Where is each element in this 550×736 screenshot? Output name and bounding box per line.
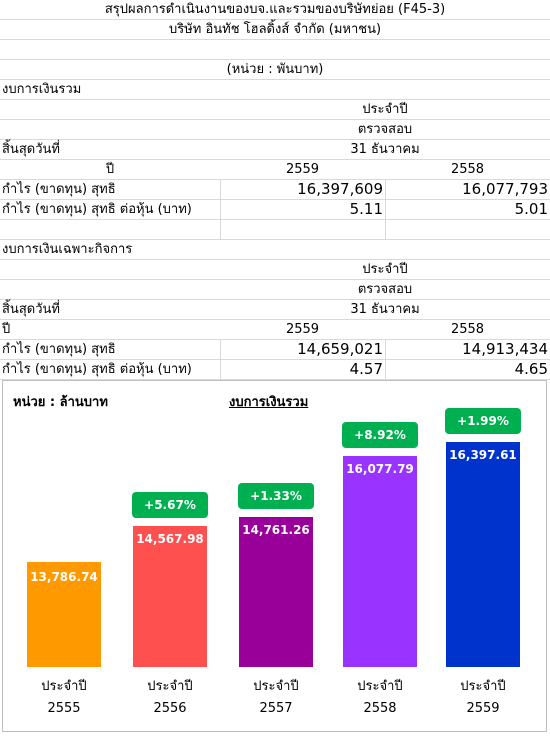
consolidated-net-profit-2559: 16,397,609 <box>220 180 383 199</box>
separate-year-label: ปี <box>2 322 11 337</box>
empty-cell <box>220 220 385 239</box>
separate-period-end-row: สิ้นสุดวันที่ 31 ธันวาคม <box>0 300 550 320</box>
consolidated-audit-row: ตรวจสอบ <box>0 120 550 140</box>
chart-bar: 13,786.74 <box>27 561 101 667</box>
bar-value-label: 16,397.61 <box>449 447 517 462</box>
consolidated-period-end-row: สิ้นสุดวันที่ 31 ธันวาคม <box>0 140 550 160</box>
consolidated-period-end-label: สิ้นสุดวันที่ <box>2 142 60 157</box>
consolidated-section-label: งบการเงินรวม <box>2 82 82 97</box>
growth-badge: +8.92% <box>342 422 418 449</box>
growth-badge: +1.99% <box>445 407 521 434</box>
chart-bar: 14,567.98 <box>133 525 207 667</box>
separate-audit-status: ตรวจสอบ <box>357 282 413 297</box>
empty-cell <box>385 220 550 239</box>
separate-section-row: งบการเงินเฉพาะกิจการ <box>0 240 550 260</box>
separate-year-row: ปี 2559 2558 <box>0 320 550 340</box>
x-axis-year-label: 2556 <box>153 701 187 716</box>
separate-eps-2559: 4.57 <box>220 360 383 379</box>
company-name: บริษัท อินทัช โฮลดิ้งส์ จำกัด (มหาชน) <box>168 22 382 37</box>
chart-bar: 16,077.79 <box>343 456 417 667</box>
separate-net-profit-2558: 14,913,434 <box>385 340 548 359</box>
consolidated-section-row: งบการเงินรวม <box>0 80 550 100</box>
separate-net-profit-label: กำไร (ขาดทุน) สุทธิ <box>2 342 116 357</box>
consolidated-year-2559: 2559 <box>285 162 320 177</box>
x-axis-label: ประจำปี <box>147 679 193 694</box>
x-axis-label: ประจำปี <box>357 679 403 694</box>
consolidated-period-end-value: 31 ธันวาคม <box>350 142 420 157</box>
x-axis-year-label: 2559 <box>466 701 500 716</box>
profit-bar-chart: หน่วย : ล้านบาท งบการเงินรวม 13,786.74 ปร… <box>2 380 547 732</box>
separate-period-type: ประจำปี <box>362 262 408 277</box>
consolidated-period-type-row: ประจำปี <box>0 100 550 120</box>
separate-year-2559: 2559 <box>285 322 320 337</box>
consolidated-eps-row: กำไร (ขาดทุน) สุทธิ ต่อหุ้น (บาท) 5.11 5… <box>0 200 550 220</box>
bar-value-label: 14,567.98 <box>136 531 204 546</box>
bar-value-label: 13,786.74 <box>30 569 98 584</box>
blank-row <box>0 220 550 240</box>
bar-value-label: 14,761.26 <box>242 522 310 537</box>
separate-eps-row: กำไร (ขาดทุน) สุทธิ ต่อหุ้น (บาท) 4.57 4… <box>0 360 550 380</box>
separate-period-end-value: 31 ธันวาคม <box>350 302 420 317</box>
consolidated-eps-2558: 5.01 <box>385 200 548 219</box>
bar-value-label: 16,077.79 <box>346 462 414 477</box>
consolidated-period-type: ประจำปี <box>362 102 408 117</box>
separate-net-profit-row: กำไร (ขาดทุน) สุทธิ 14,659,021 14,913,43… <box>0 340 550 360</box>
report-title-row: สรุปผลการดำเนินงานของบจ.และรวมของบริษัทย… <box>0 0 550 20</box>
report-title: สรุปผลการดำเนินงานของบจ.และรวมของบริษัทย… <box>104 2 446 17</box>
separate-period-type-row: ประจำปี <box>0 260 550 280</box>
separate-net-profit-2559: 14,659,021 <box>220 340 383 359</box>
x-axis-year-label: 2557 <box>259 701 293 716</box>
consolidated-net-profit-2558: 16,077,793 <box>385 180 548 199</box>
chart-title: งบการเงินรวม <box>229 395 309 410</box>
consolidated-eps-2559: 5.11 <box>220 200 383 219</box>
chart-bar: 14,761.26 <box>239 516 313 667</box>
consolidated-audit-status: ตรวจสอบ <box>357 122 413 137</box>
separate-audit-row: ตรวจสอบ <box>0 280 550 300</box>
separate-period-end-label: สิ้นสุดวันที่ <box>2 302 60 317</box>
x-axis-label: ประจำปี <box>253 679 299 694</box>
chart-unit-label: หน่วย : ล้านบาท <box>13 395 108 410</box>
separate-eps-2558: 4.65 <box>385 360 548 379</box>
blank-row <box>0 40 550 60</box>
separate-eps-label: กำไร (ขาดทุน) สุทธิ ต่อหุ้น (บาท) <box>2 362 192 377</box>
unit-row: (หน่วย : พันบาท) <box>0 60 550 80</box>
x-axis-label: ประจำปี <box>41 679 87 694</box>
company-name-row: บริษัท อินทัช โฮลดิ้งส์ จำกัด (มหาชน) <box>0 20 550 40</box>
chart-bar: 16,397.61 <box>446 441 520 667</box>
x-axis-year-label: 2558 <box>363 701 397 716</box>
x-axis-year-label: 2555 <box>47 701 81 716</box>
growth-badge: +1.33% <box>238 482 314 509</box>
consolidated-net-profit-label: กำไร (ขาดทุน) สุทธิ <box>2 182 116 197</box>
growth-badge: +5.67% <box>132 491 208 518</box>
consolidated-year-2558: 2558 <box>450 162 485 177</box>
consolidated-net-profit-row: กำไร (ขาดทุน) สุทธิ 16,397,609 16,077,79… <box>0 180 550 200</box>
consolidated-eps-label: กำไร (ขาดทุน) สุทธิ ต่อหุ้น (บาท) <box>2 202 192 217</box>
unit-label: (หน่วย : พันบาท) <box>226 62 324 77</box>
x-axis-label: ประจำปี <box>460 679 506 694</box>
consolidated-year-label: ปี <box>105 162 115 177</box>
consolidated-year-row: ปี 2559 2558 <box>0 160 550 180</box>
separate-section-label: งบการเงินเฉพาะกิจการ <box>2 242 133 257</box>
separate-year-2558: 2558 <box>450 322 485 337</box>
